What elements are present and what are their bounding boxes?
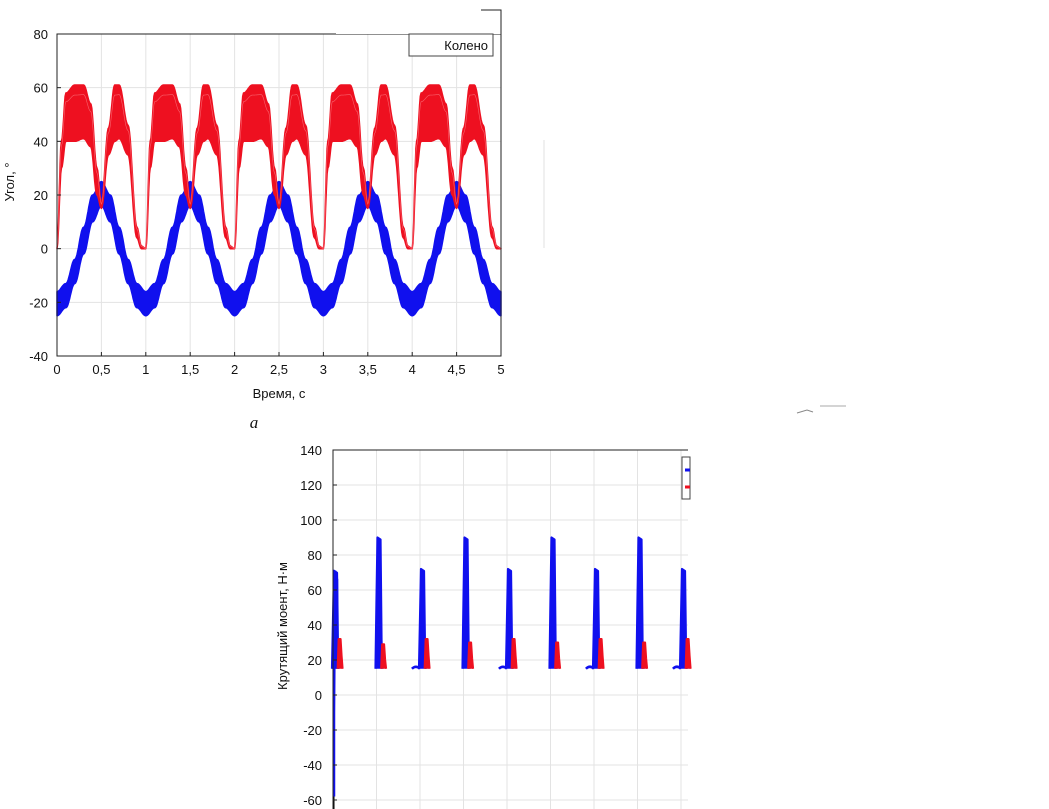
angle-chart-x-axis-label: Время, с <box>253 386 306 401</box>
torque-chart-plot-area <box>330 536 692 809</box>
torque-chart-y-tick-label: -60 <box>303 793 322 808</box>
angle-chart-y-axis-label: Угол, ° <box>2 162 17 201</box>
torque-minor-bump-blue <box>411 665 421 670</box>
angle-chart-x-tick-label: 1 <box>142 362 149 377</box>
angle-chart-y-tick-label: -20 <box>29 295 48 310</box>
torque-chart: -60 -40 -20 0 20 40 60 80 100 120 140 Крутящий мое… <box>275 443 692 809</box>
torque-spike-red <box>510 638 518 669</box>
torque-chart-y-tick-label: 0 <box>315 688 322 703</box>
angle-chart-legend: Колено <box>336 8 502 57</box>
angle-chart-x-tick-label: 0 <box>53 362 60 377</box>
torque-chart-y-tick-label: 60 <box>308 583 322 598</box>
torque-spike-red <box>380 643 388 669</box>
torque-minor-bump-blue <box>585 665 595 670</box>
angle-chart-y-tick-label: 0 <box>41 242 48 257</box>
torque-chart-y-tick-label: 120 <box>300 478 322 493</box>
angle-chart-y-tick-label: 80 <box>34 27 48 42</box>
angle-chart-x-tick-label: 4,5 <box>448 362 466 377</box>
angle-chart-y-tick-label: 40 <box>34 134 48 149</box>
torque-chart-y-tick-label: 20 <box>308 653 322 668</box>
torque-spike-red <box>554 641 562 669</box>
torque-spike-red <box>423 638 431 669</box>
angle-chart-x-tick-label: 3 <box>320 362 327 377</box>
torque-minor-bump-blue <box>672 665 682 670</box>
torque-spike-red <box>336 638 344 669</box>
angle-chart-x-tick-label: 0,5 <box>92 362 110 377</box>
angle-chart-x-tick-label: 4 <box>409 362 416 377</box>
torque-spike-red <box>597 638 605 669</box>
scan-artifacts <box>543 140 846 414</box>
angle-chart-x-tick-label: 1,5 <box>181 362 199 377</box>
angle-chart-y-ticks: -40 -20 0 20 40 60 80 <box>29 27 61 364</box>
torque-chart-y-tick-label: -20 <box>303 723 322 738</box>
torque-spike-red <box>467 641 475 669</box>
torque-spike-red <box>641 641 649 669</box>
angle-chart-x-tick-label: 5 <box>497 362 504 377</box>
torque-chart-y-ticks: -60 -40 -20 0 20 40 60 80 100 120 140 <box>300 443 337 808</box>
angle-chart-x-tick-label: 2,5 <box>270 362 288 377</box>
angle-chart-y-tick-label: 60 <box>34 81 48 96</box>
torque-chart-legend <box>681 456 691 500</box>
angle-chart-y-tick-label: -40 <box>29 349 48 364</box>
angle-chart-plot-area <box>56 84 502 317</box>
angle-chart-x-tick-label: 2 <box>231 362 238 377</box>
torque-chart-y-tick-label: 140 <box>300 443 322 458</box>
angle-chart-x-ticks: 0 0,5 1 1,5 2 2,5 3 3,5 4 4,5 5 <box>53 352 505 377</box>
torque-chart-y-tick-label: 40 <box>308 618 322 633</box>
angle-chart-y-tick-label: 20 <box>34 188 48 203</box>
torque-chart-y-tick-label: 80 <box>308 548 322 563</box>
torque-chart-y-axis-label: Крутящий моент, Н·м <box>275 562 290 690</box>
angle-series-strand <box>56 94 502 250</box>
angle-chart-x-tick-label: 3,5 <box>359 362 377 377</box>
torque-minor-bump-blue <box>498 665 508 670</box>
torque-chart-y-tick-label: 100 <box>300 513 322 528</box>
torque-chart-y-tick-label: -40 <box>303 758 322 773</box>
angle-chart: -40 -20 0 20 40 60 80 0 0,5 1 1,5 2 2,5 3 3,5 4 4,5 5 Вр… <box>2 8 505 432</box>
torque-spike-red <box>684 638 692 669</box>
legend-label-knee: Колено <box>444 38 488 53</box>
angle-chart-panel-label: а <box>250 413 259 432</box>
